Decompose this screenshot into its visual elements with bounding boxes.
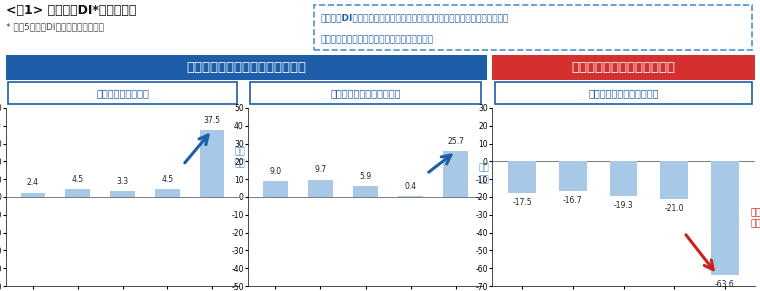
Bar (200, 130, 224, 197)
Text: 5.9: 5.9 (359, 172, 372, 181)
Text: 過去
最低: 過去 最低 (751, 208, 760, 228)
Text: 外出を伴う消費は大きく減少: 外出を伴う消費は大きく減少 (572, 61, 676, 74)
Bar (610, 162, 638, 196)
Text: 過去
最高: 過去 最高 (479, 164, 489, 184)
Text: 4.5: 4.5 (71, 175, 84, 184)
Bar (508, 162, 537, 193)
Text: -63.6: -63.6 (714, 280, 734, 289)
Bar (308, 180, 333, 197)
Bar (155, 189, 179, 197)
Bar (21, 193, 45, 197)
Text: -17.5: -17.5 (512, 198, 532, 207)
Bar (65, 189, 90, 197)
Text: 9.7: 9.7 (314, 165, 326, 174)
Bar (443, 151, 468, 197)
Text: 「増えた」の回答比率－「減った」の回答比率: 「増えた」の回答比率－「減った」の回答比率 (321, 35, 434, 44)
Text: 3.3: 3.3 (116, 177, 128, 186)
Text: * 直近5年分のDI値のみ抜粋して掲載: * 直近5年分のDI値のみ抜粋して掲載 (6, 22, 104, 31)
Text: 25.7: 25.7 (448, 137, 464, 146)
Bar (110, 191, 135, 197)
Text: 内食（自炊）の頻度: 内食（自炊）の頻度 (96, 88, 149, 98)
Bar (559, 162, 587, 191)
Text: 37.5: 37.5 (204, 116, 220, 125)
Text: -21.0: -21.0 (664, 204, 684, 213)
Text: <図1> 消費動向DI*の経年推移: <図1> 消費動向DI*の経年推移 (6, 4, 136, 17)
Text: 過去
最高: 過去 最高 (235, 148, 245, 168)
Bar (353, 187, 378, 197)
Text: 在宅中に関する消費が大きく増加: 在宅中に関する消費が大きく増加 (186, 61, 306, 74)
Bar (660, 162, 688, 199)
Text: 消費動向DI：商品購入・サービス利用、店舗・レジャー施設利用について、: 消費動向DI：商品購入・サービス利用、店舗・レジャー施設利用について、 (321, 13, 509, 22)
Bar (711, 162, 739, 275)
Text: 9.0: 9.0 (269, 167, 281, 176)
Text: 2.4: 2.4 (27, 178, 39, 187)
Bar (398, 196, 423, 197)
Text: 0.4: 0.4 (404, 182, 416, 191)
Text: -19.3: -19.3 (613, 201, 633, 210)
Text: 4.5: 4.5 (161, 175, 173, 184)
Text: 飲酒目的の外食頻度　など: 飲酒目的の外食頻度 など (588, 88, 659, 98)
Bar (263, 181, 287, 197)
Text: 通信販売の利用頻度　など: 通信販売の利用頻度 など (331, 88, 401, 98)
Text: -16.7: -16.7 (563, 196, 583, 205)
